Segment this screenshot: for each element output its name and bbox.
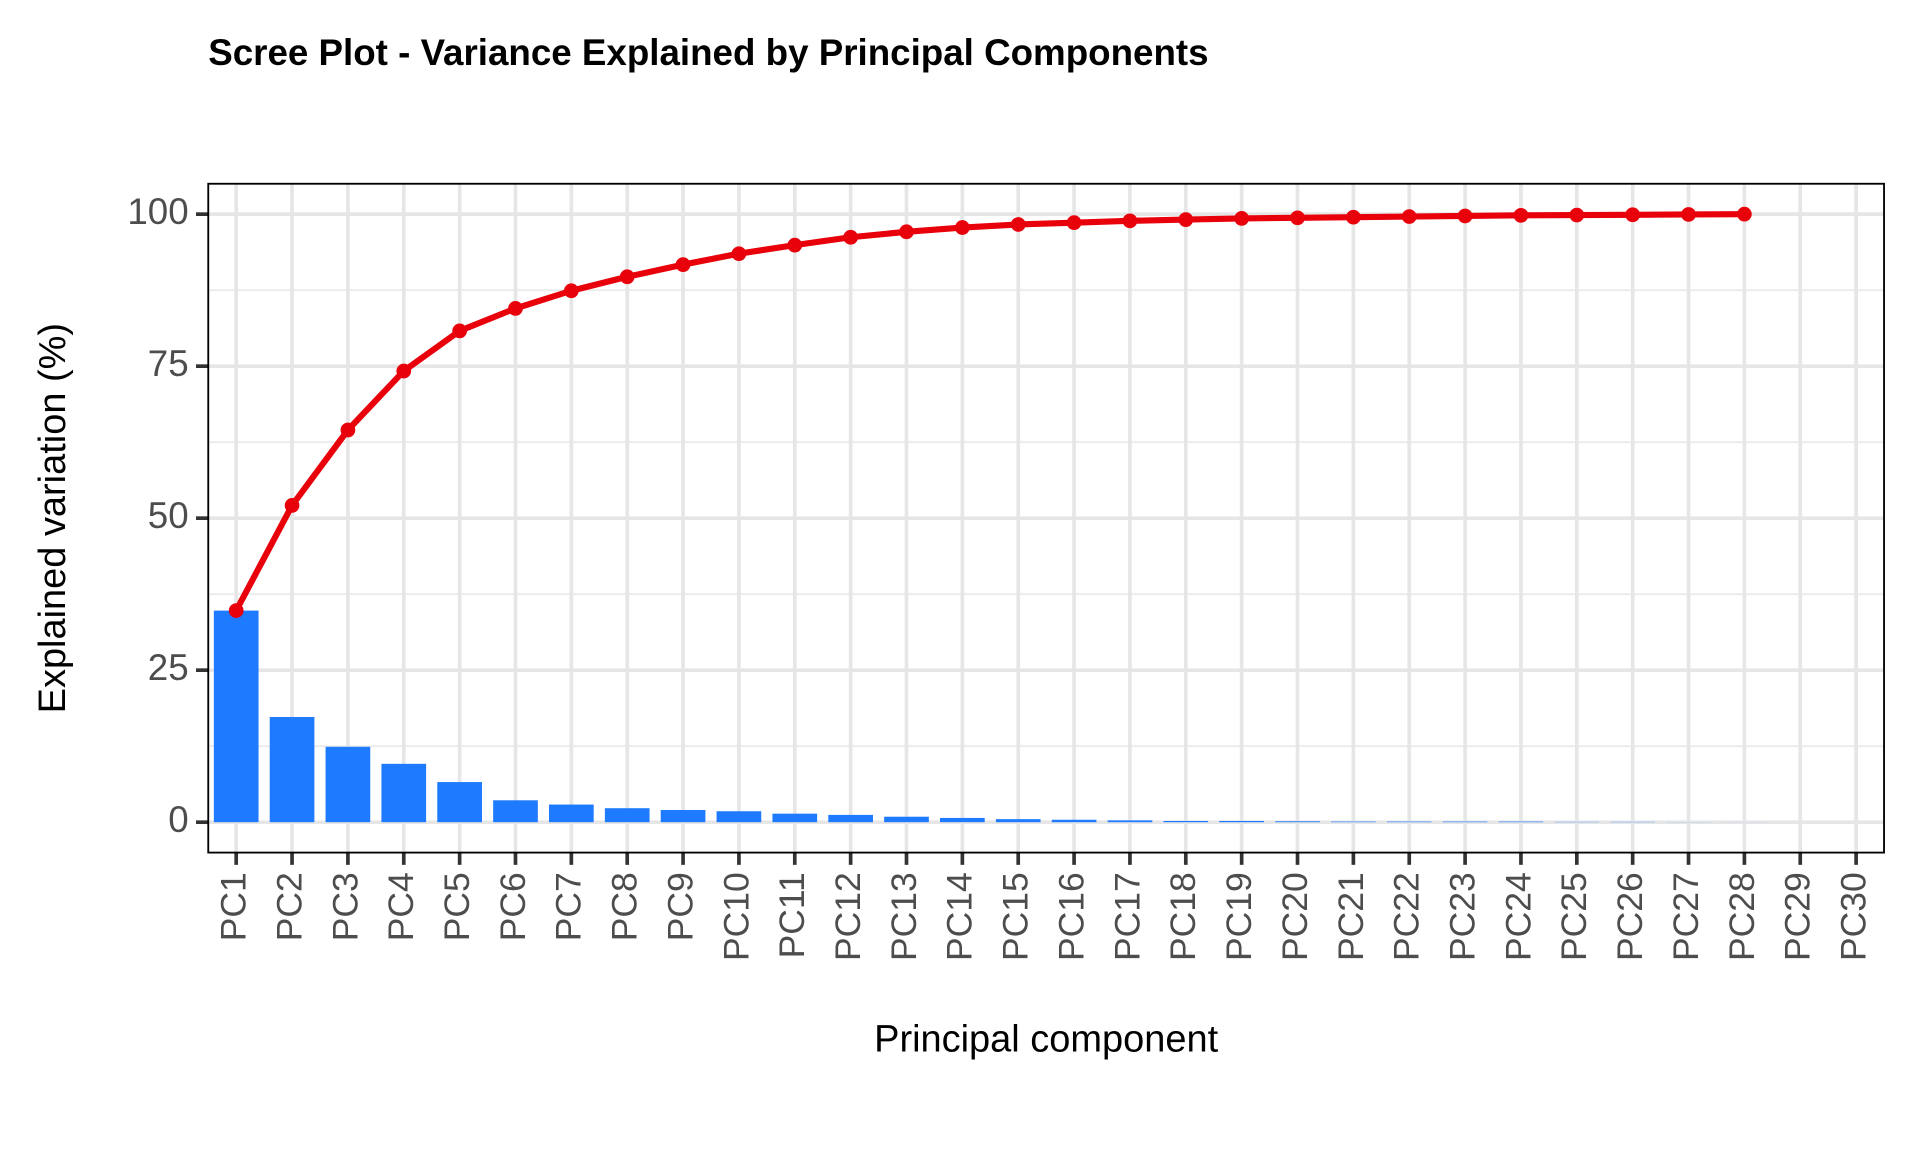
point [1010,217,1026,232]
x-tick-label: PC13 [884,872,924,961]
x-tick-label: PC22 [1387,872,1427,961]
point [1513,208,1529,223]
point [955,220,970,235]
x-tick-label: PC4 [381,872,421,941]
x-tick-label: PC16 [1051,872,1091,961]
bar [772,813,818,823]
point [340,422,356,438]
point [1681,207,1696,222]
bar [1386,821,1432,823]
point [284,498,300,513]
point [1625,207,1641,223]
x-tick-label: PC1 [214,872,254,941]
bar [1051,819,1097,823]
point [1346,209,1361,225]
x-tick-label: PC27 [1666,872,1706,961]
bar [1331,821,1376,823]
point [563,283,579,299]
x-tick-label: PC3 [325,872,365,941]
bar [325,746,371,823]
x-tick-label: PC8 [605,872,645,941]
y-tick-label: 75 [148,343,189,384]
x-tick-label: PC7 [549,872,589,941]
point [1737,206,1752,222]
x-tick-label: PC17 [1107,872,1147,961]
point [1401,209,1417,224]
bar [381,763,427,823]
bar [1442,821,1488,823]
point [1066,215,1082,231]
bar [1163,820,1209,823]
point [452,323,467,339]
x-axis-title: Principal component [874,1018,1218,1060]
x-tick-label: PC2 [269,872,309,941]
point [1122,213,1138,229]
x-tick-label: PC18 [1163,872,1203,961]
x-tick-label: PC30 [1833,872,1873,961]
x-tick-label: PC5 [437,872,477,941]
x-tick-label: PC29 [1778,872,1818,961]
bar [269,716,315,823]
x-tick-label: PC25 [1554,872,1594,961]
bar [213,610,259,823]
x-tick-label: PC26 [1610,872,1650,961]
bar [549,804,594,823]
y-tick-label: 50 [148,495,189,536]
bar [716,811,762,823]
x-tick-label: PC19 [1219,872,1259,961]
bar [1275,821,1320,823]
x-tick-label: PC10 [716,872,756,961]
point [675,257,691,272]
bar [884,816,929,823]
bar [828,814,873,823]
line [233,211,1745,613]
point [1290,210,1305,226]
bar [493,800,538,823]
x-tick-label: PC23 [1442,872,1482,961]
point [228,603,244,618]
point [787,237,803,253]
bar [995,819,1041,823]
x-tick-label: PC6 [493,872,533,941]
bar [1107,820,1153,823]
x-tick-label: PC11 [772,872,812,958]
bar [940,817,985,823]
y-tick-label: 25 [148,647,189,688]
point [396,363,412,379]
point [731,246,747,262]
x-tick-label: PC15 [996,872,1036,961]
x-tick-label: PC12 [828,872,868,961]
bar [660,810,706,823]
y-axis-title: Explained variation (%) [32,323,74,713]
bar [437,782,482,823]
chart-title: Scree Plot - Variance Explained by Princ… [208,32,1208,73]
point [1178,212,1194,227]
x-tick-label: PC28 [1722,872,1762,961]
x-tick-label: PC9 [660,872,700,941]
point [1569,207,1585,223]
bar [1498,821,1544,823]
point [619,269,635,285]
y-tick-label: 0 [168,799,188,840]
x-tick-label: PC20 [1275,872,1315,961]
x-tick-label: PC24 [1498,872,1538,961]
point [508,301,523,316]
point [1234,211,1250,226]
x-tick-label: PC14 [940,872,980,961]
x-tick-label: PC21 [1331,872,1371,961]
bar [604,808,650,823]
point [1457,208,1473,224]
panel-border [207,182,1885,854]
point [899,224,914,240]
point [843,229,858,245]
bar [1219,820,1264,823]
y-tick-label: 100 [127,191,188,232]
